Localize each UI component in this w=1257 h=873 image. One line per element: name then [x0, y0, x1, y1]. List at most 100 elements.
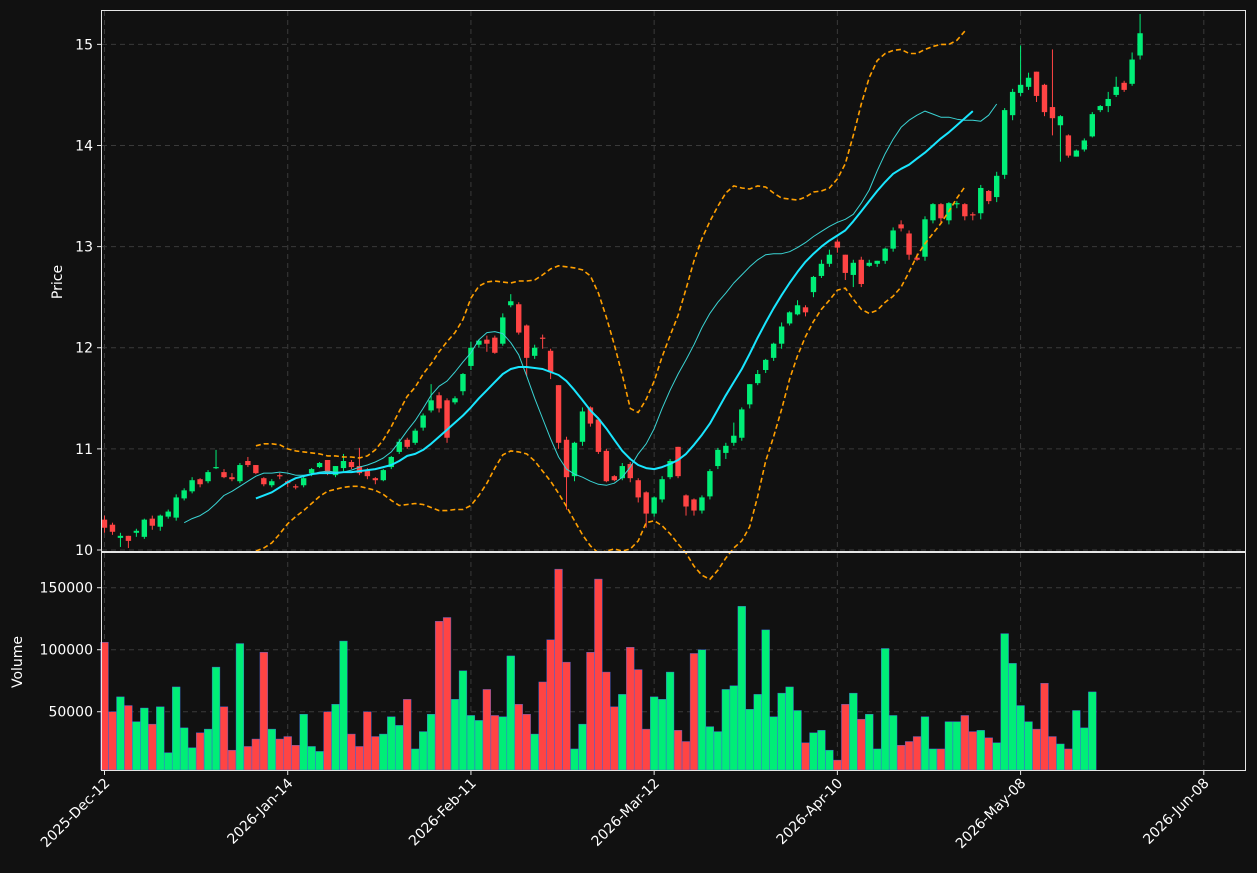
- volume-bar: [594, 578, 603, 771]
- candle-body: [404, 439, 410, 447]
- volume-bar: [889, 715, 898, 771]
- volume-bar: [1040, 683, 1049, 771]
- candle-body: [675, 446, 681, 477]
- volume-bar: [626, 647, 635, 771]
- candle-body: [810, 276, 817, 293]
- candle-body: [993, 175, 1000, 198]
- candle-body: [699, 497, 705, 511]
- volume-bar: [315, 751, 324, 771]
- volume-bar: [586, 652, 595, 771]
- volume-bar: [928, 748, 938, 771]
- candle-body: [157, 515, 163, 527]
- candle-body: [954, 203, 960, 205]
- volume-bar: [968, 731, 977, 771]
- candle-body: [715, 449, 721, 467]
- volume-bar: [881, 648, 890, 771]
- volume-bar: [466, 715, 476, 771]
- candle-body: [332, 466, 339, 476]
- volume-bar: [283, 736, 292, 771]
- candle-body: [978, 187, 984, 214]
- bollinger-band-line: [255, 186, 966, 581]
- volume-bar: [833, 759, 842, 771]
- volume-bar: [172, 686, 181, 771]
- candle-body: [539, 337, 546, 339]
- candle-body: [245, 461, 251, 466]
- volume-bar: [458, 670, 468, 771]
- volume-bar: [180, 727, 189, 771]
- candle-body: [380, 470, 387, 481]
- candle-body: [452, 398, 458, 403]
- volume-bar: [665, 671, 675, 771]
- candle-body: [731, 435, 737, 443]
- candle-body: [762, 359, 769, 370]
- candle-body: [659, 479, 665, 500]
- candle-body: [667, 461, 673, 478]
- volume-bar: [243, 746, 252, 771]
- volume-bar: [873, 748, 882, 771]
- volume-bar: [897, 745, 906, 771]
- candle-body: [834, 241, 841, 248]
- bollinger-band-line: [255, 30, 966, 459]
- candle-body: [1065, 135, 1072, 156]
- volume-bar: [355, 746, 364, 771]
- volume-bar: [379, 733, 388, 771]
- volume-bar: [952, 721, 961, 771]
- candle-body: [261, 478, 267, 485]
- candle-body: [739, 409, 745, 438]
- volume-bar: [729, 685, 738, 771]
- volume-bar: [482, 689, 491, 771]
- volume-bar: [642, 728, 651, 771]
- volume-bar: [865, 714, 874, 771]
- price-axis-title: Price: [50, 265, 66, 299]
- volume-bar: [1048, 736, 1057, 771]
- candle-body: [516, 304, 522, 333]
- candle-body: [874, 260, 880, 264]
- candle-body: [794, 305, 801, 315]
- price-grid: [102, 11, 1245, 551]
- volume-bar: [514, 704, 523, 771]
- candle-body: [324, 459, 331, 474]
- candle-body: [611, 476, 618, 481]
- volume-bar: [498, 716, 507, 771]
- candle-body: [109, 524, 116, 532]
- candle-body: [508, 301, 514, 306]
- candle-body: [962, 204, 968, 217]
- volume-bar: [1016, 705, 1025, 771]
- price-tick-label: 11: [75, 442, 93, 458]
- volume-bar: [610, 706, 619, 771]
- candle-body: [707, 471, 713, 497]
- candle-body: [213, 467, 219, 469]
- candle-body: [1025, 77, 1032, 87]
- candle-body: [205, 472, 211, 482]
- volume-bar: [530, 733, 539, 771]
- volume-bar: [650, 696, 659, 771]
- volume-bar: [1064, 748, 1073, 771]
- volume-bar: [1072, 710, 1081, 771]
- volume-bar: [267, 728, 276, 771]
- candle-body: [316, 463, 323, 468]
- volume-bar: [148, 723, 157, 771]
- volume-bar: [857, 718, 866, 771]
- candle-body: [1041, 84, 1048, 113]
- volume-bar: [474, 720, 484, 771]
- candle-body: [858, 259, 864, 285]
- candle-body: [468, 347, 474, 366]
- price-tick-label: 12: [75, 341, 93, 357]
- candle-body: [755, 374, 761, 384]
- price-tick-label: 15: [75, 37, 93, 53]
- volume-bar: [188, 747, 197, 771]
- volume-bar: [705, 726, 715, 771]
- candle-body: [930, 204, 936, 221]
- slow-moving-average-line: [255, 110, 974, 500]
- volume-bar: [634, 669, 643, 771]
- volume-bar: [347, 733, 356, 771]
- volume-bar: [960, 715, 969, 771]
- candle-body: [1073, 150, 1080, 157]
- candle-body: [444, 400, 450, 438]
- candle-body: [595, 419, 602, 452]
- candle-body: [500, 317, 506, 344]
- volume-bar: [235, 643, 245, 771]
- candle-body: [1049, 107, 1056, 119]
- candle-body: [484, 339, 490, 344]
- candle-body: [555, 385, 562, 443]
